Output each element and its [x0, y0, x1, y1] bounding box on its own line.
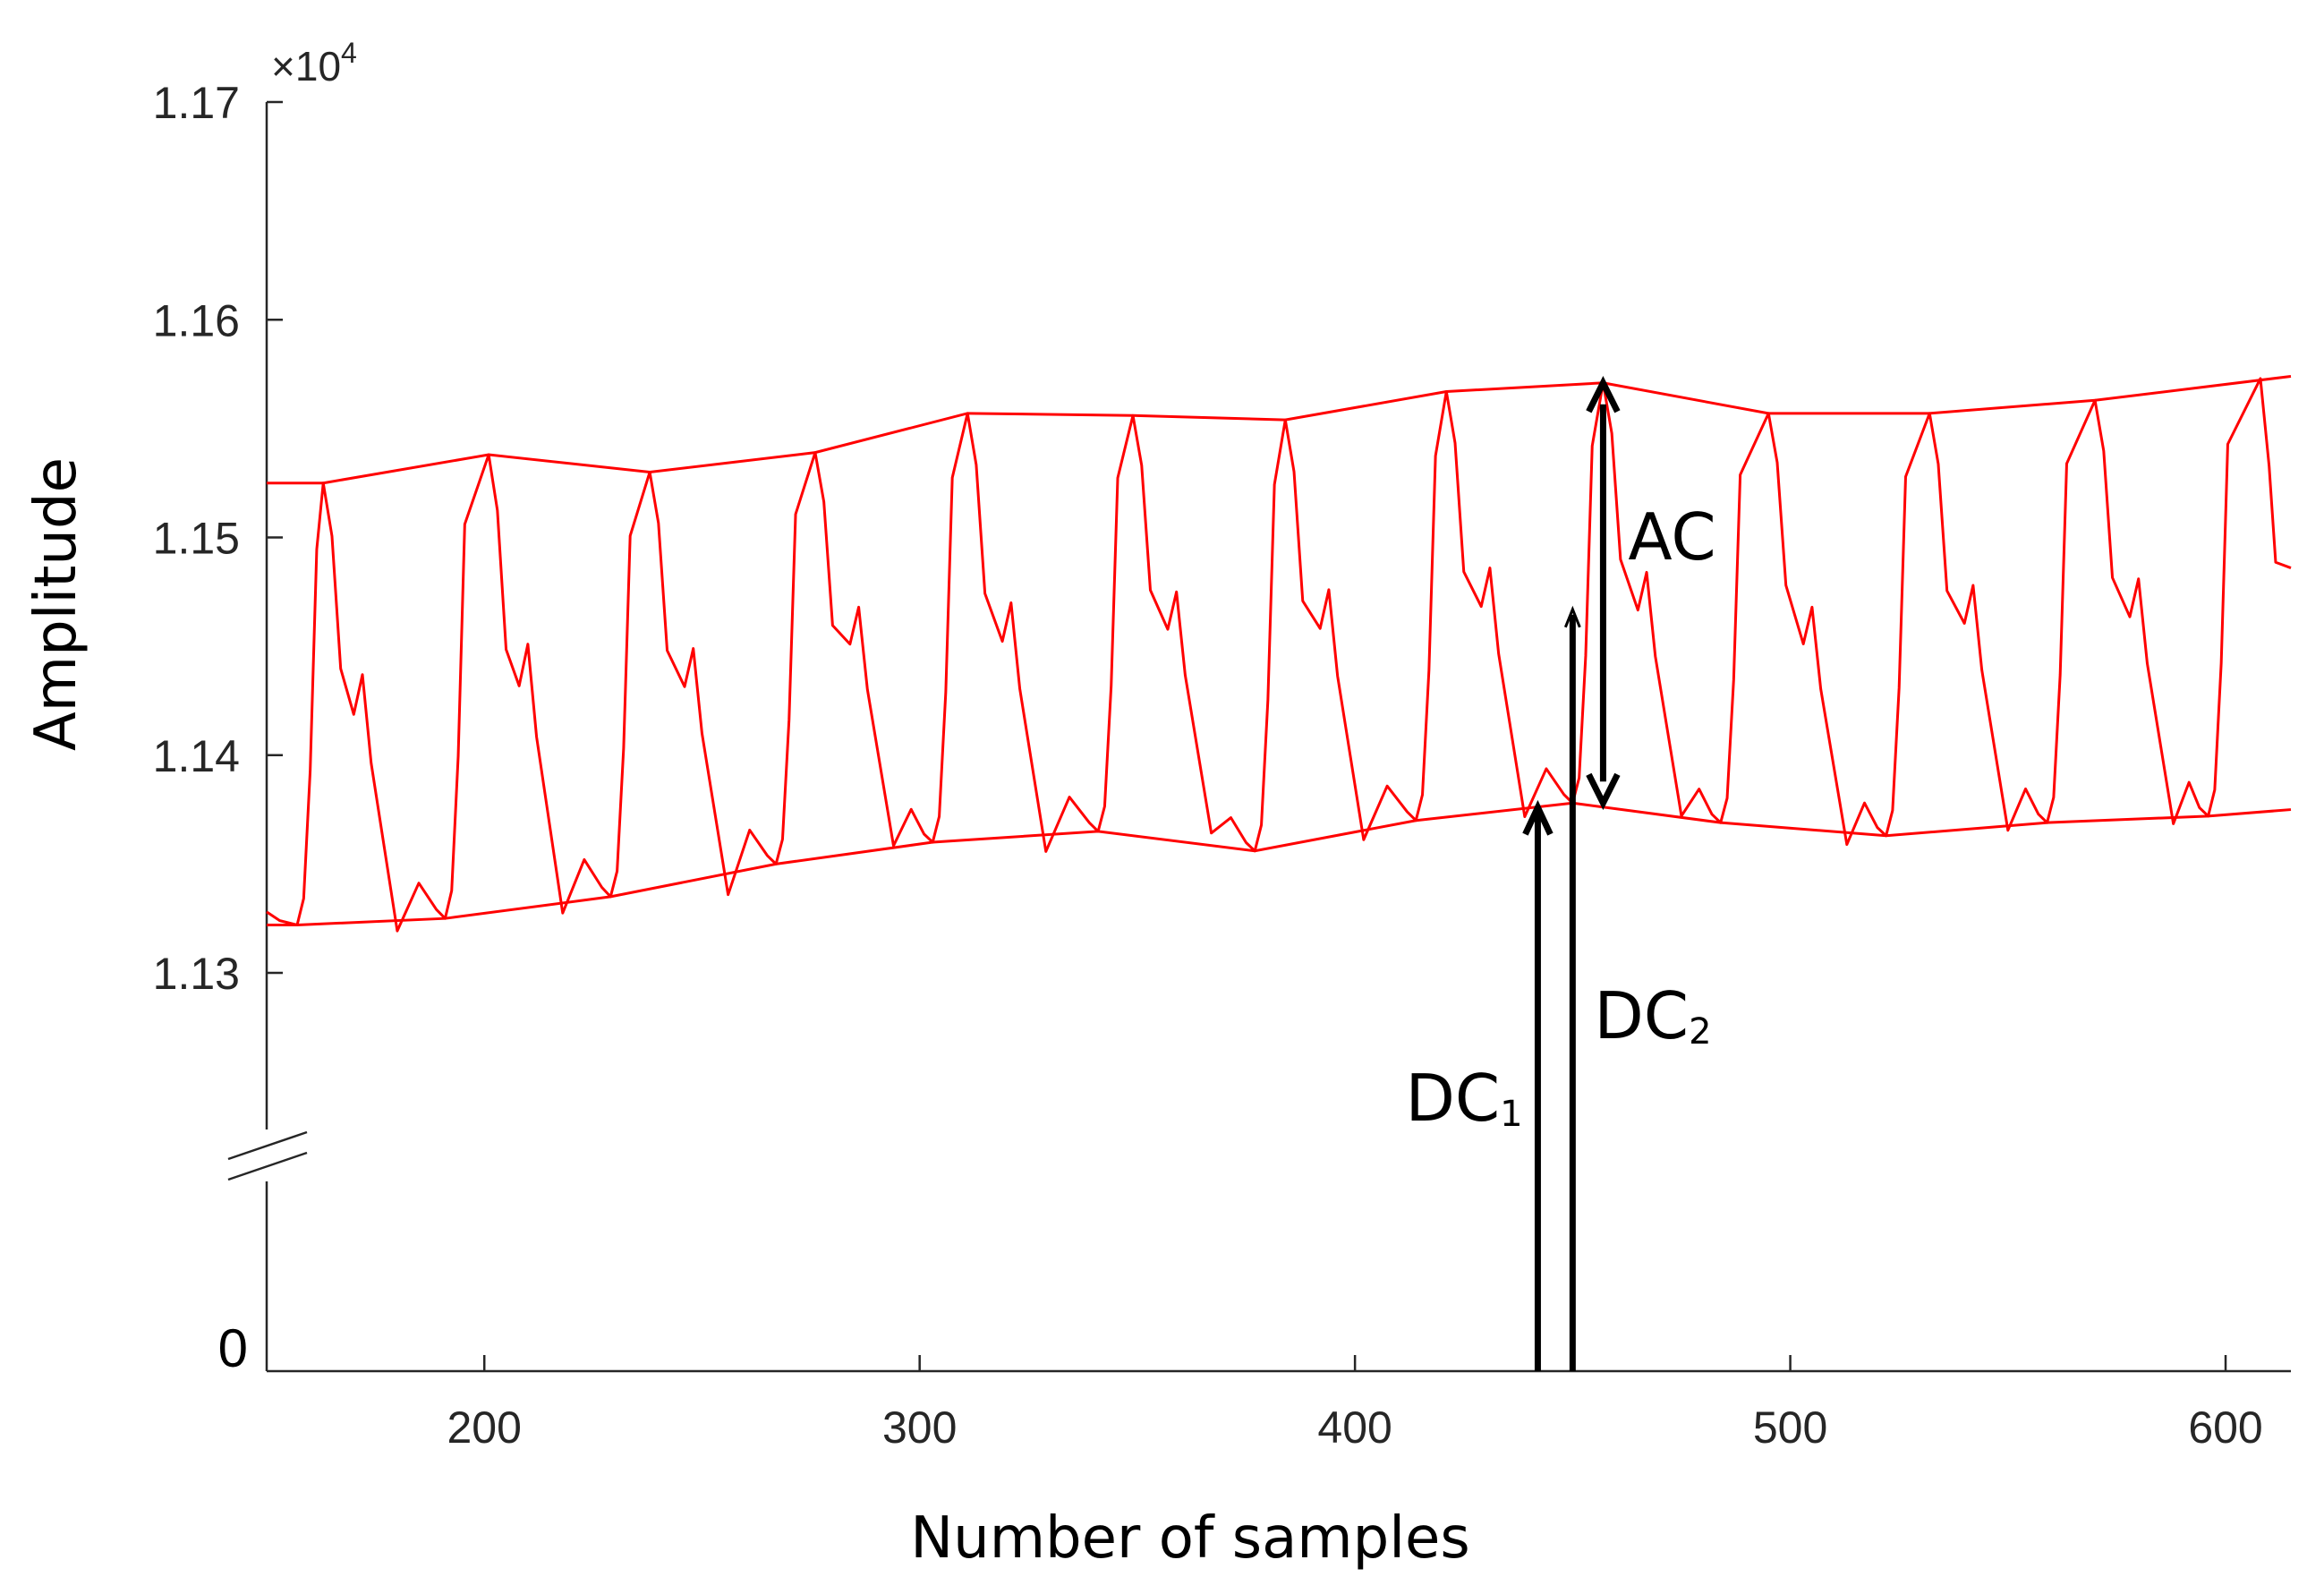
x-tick-label: 400 [1317, 1402, 1392, 1453]
axes [227, 102, 2291, 1373]
y-tick-label: 1.13 [153, 949, 240, 999]
ticks: 200 300 400 500 600 1.13 1.14 1.15 1.16 1.17 [153, 78, 2263, 1453]
ac-label: AC [1628, 499, 1715, 575]
ac-arrow-head-top [1586, 375, 1621, 413]
dc1-label-text: DC [1405, 1061, 1500, 1136]
upper-envelope-line [267, 375, 2292, 485]
y-tick-label: 1.14 [153, 731, 240, 781]
y-exponent-label: ×104 [271, 37, 357, 90]
x-axis-label: Number of samples [910, 1505, 1470, 1572]
dc2-arrow-head [1563, 605, 1581, 628]
dc1-arrow-head [1522, 799, 1554, 836]
ac-arrow-head-bottom [1586, 772, 1621, 811]
ppg-signal-line [266, 377, 2292, 933]
dc2-label-subscript: 2 [1689, 1011, 1711, 1053]
y-axis-label: Amplitude [23, 457, 89, 751]
y-exponent-power: 4 [341, 37, 357, 69]
y-exponent-base: ×10 [271, 43, 341, 90]
x-tick-label: 200 [447, 1402, 522, 1453]
axis-break-mark-1 [227, 1130, 308, 1161]
series-layer [266, 375, 2292, 933]
y-tick-label: 1.16 [153, 295, 240, 345]
dc2-label-text: DC [1594, 978, 1689, 1053]
dc1-label-subscript: 1 [1500, 1094, 1522, 1135]
x-tick-label: 600 [2188, 1402, 2262, 1453]
dc2-label: DC2 [1594, 978, 1711, 1053]
x-tick-label: 500 [1753, 1402, 1827, 1453]
y-zero-label: 0 [218, 1318, 248, 1378]
lower-envelope-line [267, 801, 2292, 926]
dc1-label: DC1 [1405, 1061, 1522, 1136]
y-tick-label: 1.15 [153, 514, 240, 564]
x-tick-label: 300 [882, 1402, 957, 1453]
y-tick-label: 1.17 [153, 78, 240, 128]
axis-break-mark-2 [227, 1151, 308, 1181]
